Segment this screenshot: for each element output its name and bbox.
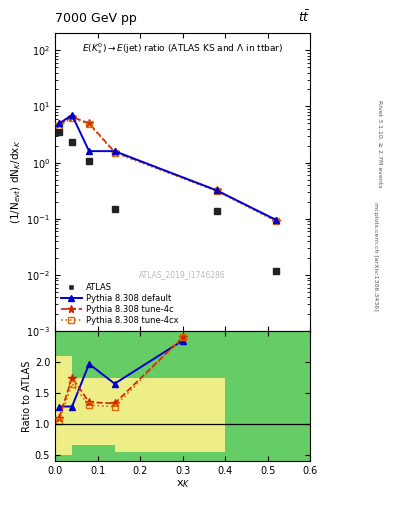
Text: ATLAS_2019_I1746286: ATLAS_2019_I1746286 — [140, 271, 226, 280]
Pythia 8.308 tune-4cx — [112, 150, 117, 156]
Pythia 8.308 default — [215, 187, 219, 194]
Pythia 8.308 tune-4cx — [57, 123, 62, 129]
Pythia 8.308 tune-4cx — [215, 188, 219, 194]
Pythia 8.308 tune-4cx — [87, 121, 92, 127]
Line: Pythia 8.308 tune-4cx: Pythia 8.308 tune-4cx — [57, 115, 279, 224]
Pythia 8.308 tune-4cx — [70, 115, 74, 121]
Pythia 8.308 tune-4c — [87, 120, 92, 126]
ATLAS — [112, 206, 117, 212]
ATLAS — [274, 267, 279, 273]
ATLAS — [70, 139, 74, 145]
ATLAS — [87, 158, 92, 164]
Y-axis label: (1/N$_{evt}$) dN$_K$/dx$_K$: (1/N$_{evt}$) dN$_K$/dx$_K$ — [10, 140, 24, 224]
Pythia 8.308 tune-4c — [274, 218, 279, 224]
Text: $E(K_s^0)\rightarrow E(\mathrm{jet})$ ratio (ATLAS KS and $\Lambda$ in ttbar): $E(K_s^0)\rightarrow E(\mathrm{jet})$ ra… — [82, 41, 283, 56]
ATLAS — [215, 207, 219, 214]
Text: mcplots.cern.ch [arXiv:1306.3436]: mcplots.cern.ch [arXiv:1306.3436] — [373, 202, 378, 310]
Pythia 8.308 tune-4cx — [274, 218, 279, 224]
Line: ATLAS: ATLAS — [56, 129, 279, 274]
Legend: ATLAS, Pythia 8.308 default, Pythia 8.308 tune-4c, Pythia 8.308 tune-4cx: ATLAS, Pythia 8.308 default, Pythia 8.30… — [59, 282, 180, 327]
Pythia 8.308 tune-4c — [57, 121, 62, 127]
Text: 7000 GeV pp: 7000 GeV pp — [55, 12, 137, 25]
Pythia 8.308 default — [87, 148, 92, 154]
ATLAS — [57, 129, 62, 135]
Pythia 8.308 tune-4c — [215, 187, 219, 194]
Pythia 8.308 default — [274, 217, 279, 223]
Pythia 8.308 tune-4c — [112, 149, 117, 155]
Line: Pythia 8.308 tune-4c: Pythia 8.308 tune-4c — [55, 113, 280, 224]
X-axis label: x$_K$: x$_K$ — [176, 478, 190, 490]
Text: Rivet 3.1.10, ≥ 2.7M events: Rivet 3.1.10, ≥ 2.7M events — [377, 99, 382, 187]
Pythia 8.308 default — [70, 112, 74, 118]
Pythia 8.308 tune-4c — [70, 114, 74, 120]
Text: $t\bar{t}$: $t\bar{t}$ — [298, 9, 310, 25]
Line: Pythia 8.308 default: Pythia 8.308 default — [56, 112, 279, 223]
Y-axis label: Ratio to ATLAS: Ratio to ATLAS — [22, 360, 32, 432]
Pythia 8.308 default — [112, 148, 117, 154]
Pythia 8.308 default — [57, 120, 62, 126]
